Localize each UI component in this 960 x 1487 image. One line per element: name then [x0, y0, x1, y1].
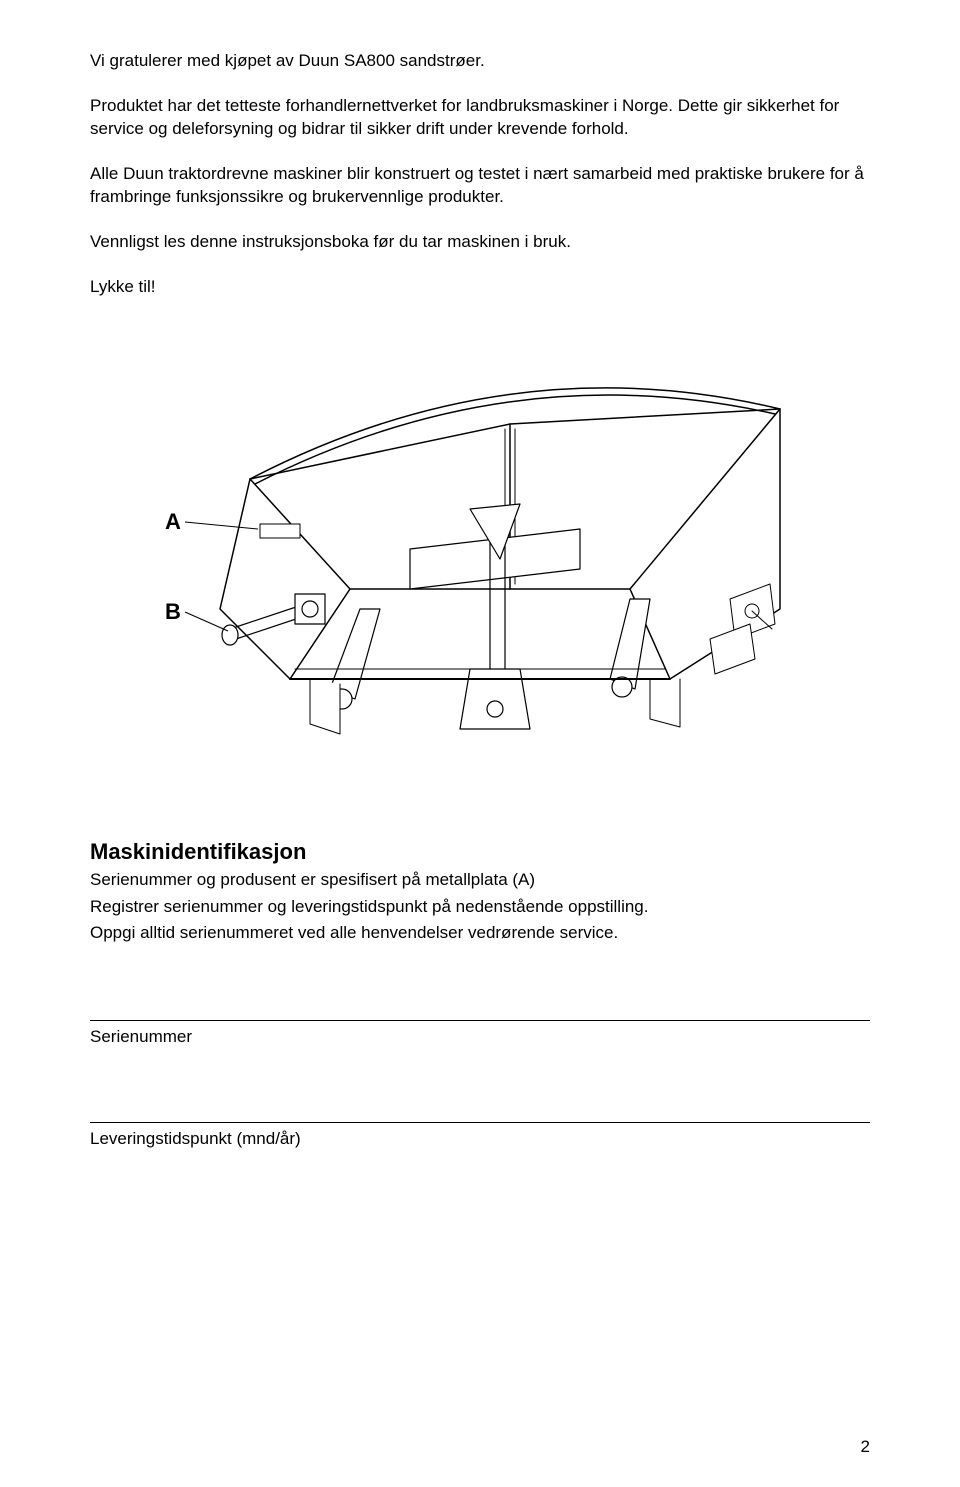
- serial-number-line: [90, 993, 870, 1021]
- intro-paragraph-3: Alle Duun traktordrevne maskiner blir ko…: [90, 163, 870, 209]
- diagram-label-a: A: [165, 509, 181, 534]
- delivery-date-label: Leveringstidspunkt (mnd/år): [90, 1129, 870, 1149]
- diagram-label-b: B: [165, 599, 181, 624]
- intro-paragraph-2: Produktet har det tetteste forhandlernet…: [90, 95, 870, 141]
- delivery-date-line: [90, 1095, 870, 1123]
- section-heading: Maskinidentifikasjon: [90, 839, 870, 865]
- page-number: 2: [861, 1437, 870, 1457]
- serial-number-label: Serienummer: [90, 1027, 870, 1047]
- section-line-1: Serienummer og produsent er spesifisert …: [90, 869, 870, 892]
- section-line-2: Registrer serienummer og leveringstidspu…: [90, 896, 870, 919]
- section-line-3: Oppgi alltid serienummeret ved alle henv…: [90, 922, 870, 945]
- machine-diagram: A B: [90, 329, 870, 809]
- intro-paragraph-1: Vi gratulerer med kjøpet av Duun SA800 s…: [90, 50, 870, 73]
- intro-paragraph-4: Vennligst les denne instruksjonsboka før…: [90, 231, 870, 254]
- intro-paragraph-5: Lykke til!: [90, 276, 870, 299]
